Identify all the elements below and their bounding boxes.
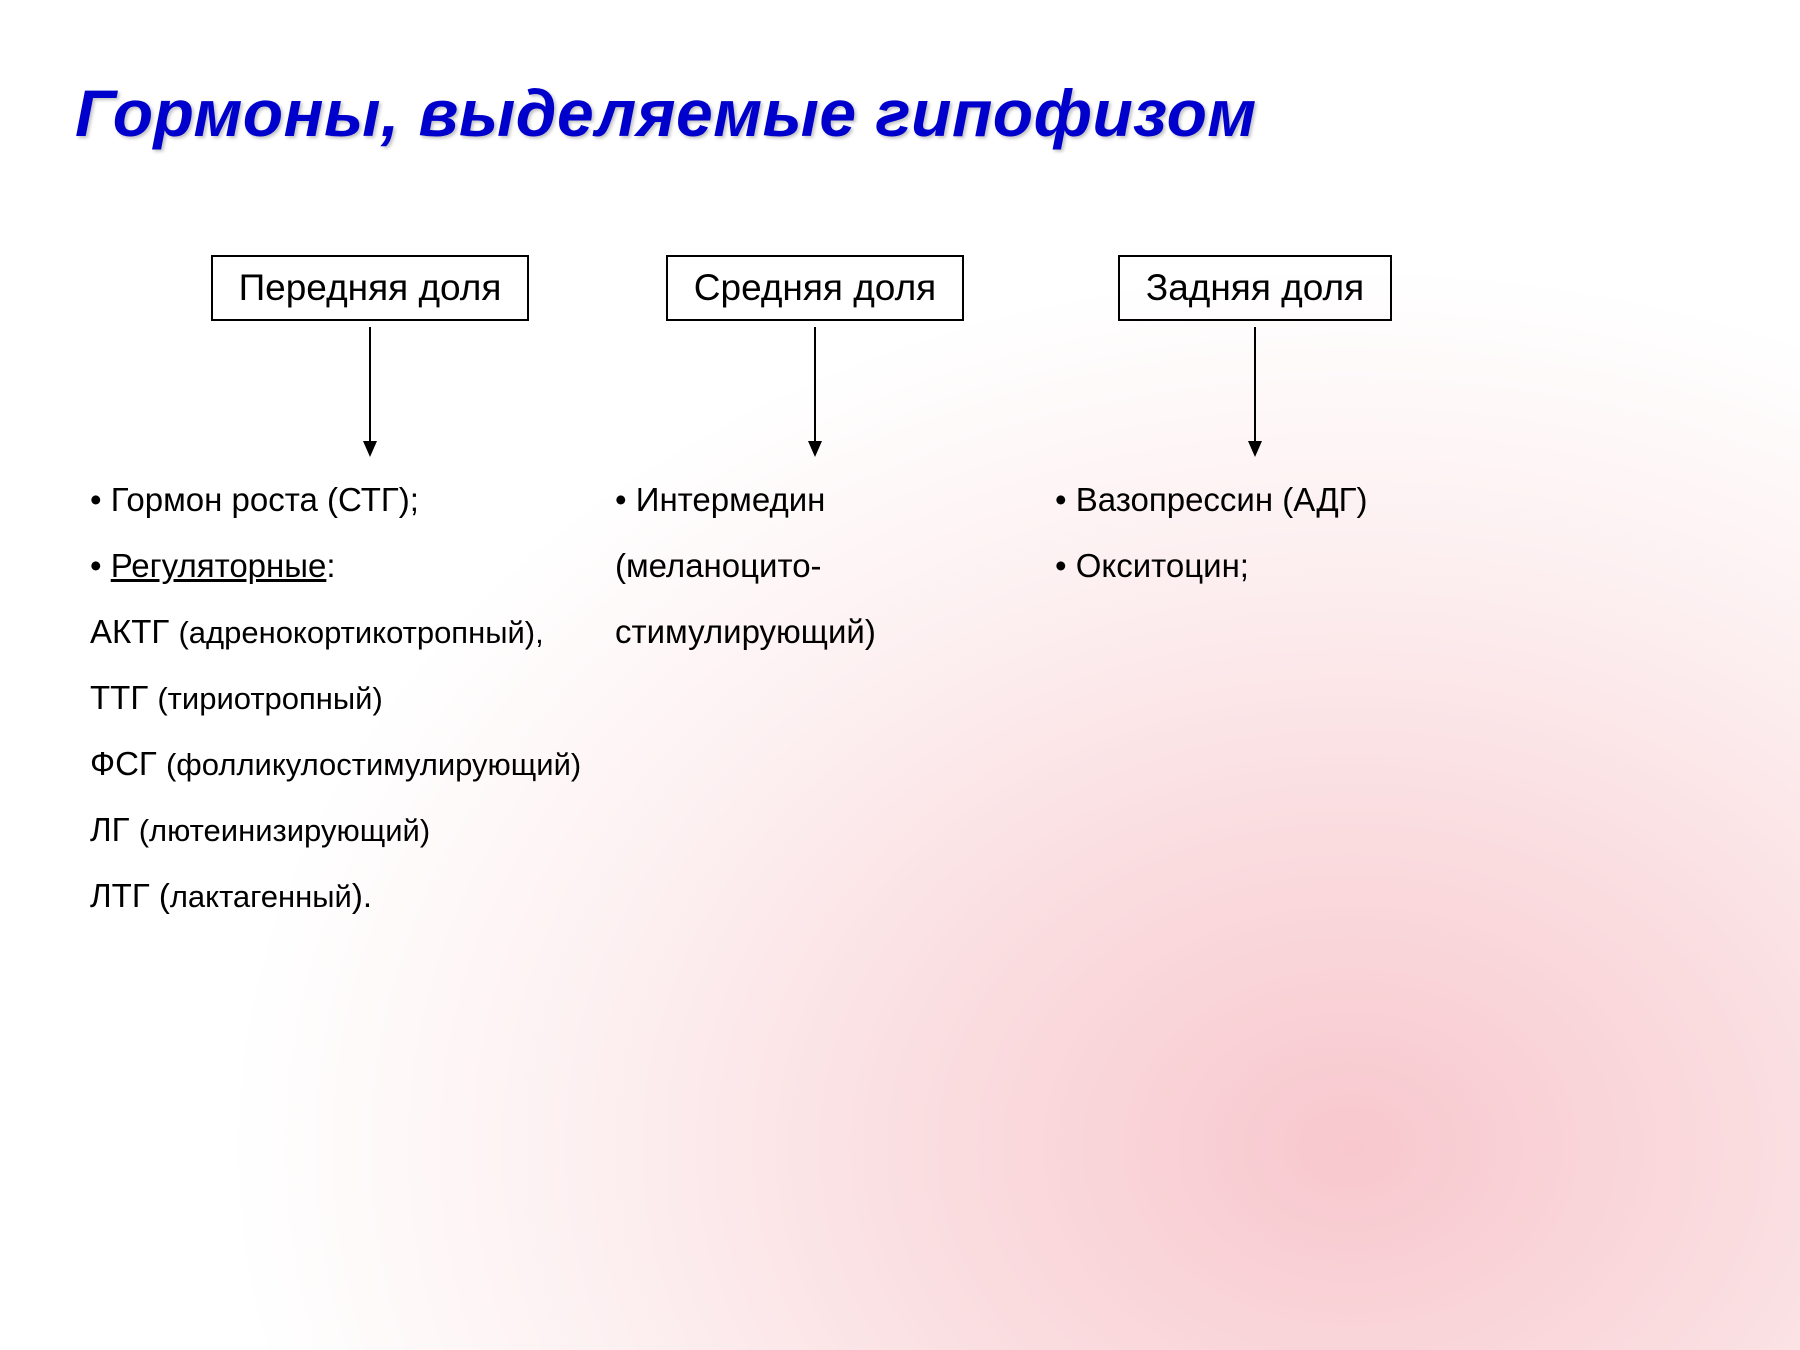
column-posterior: Задняя доля • Вазопрессин (АДГ) • Оксито… xyxy=(1055,255,1455,599)
list-item: ФСГ (фолликулостимулирующий) xyxy=(90,731,581,797)
list-item: • Гормон роста (СТГ); xyxy=(90,467,581,533)
list-anterior: • Гормон роста (СТГ); • Регуляторные: АК… xyxy=(90,467,581,929)
list-item: АКТГ (адренокортикотропный), xyxy=(90,599,581,665)
arrow-anterior xyxy=(360,327,380,457)
list-item: ТТГ (тириотропный) xyxy=(90,665,581,731)
arrow-down-icon xyxy=(805,327,825,457)
list-item: • Интермедин xyxy=(615,467,876,533)
column-label-posterior: Задняя доля xyxy=(1118,255,1392,321)
arrow-down-icon xyxy=(1245,327,1265,457)
list-item: • Вазопрессин (АДГ) xyxy=(1055,467,1368,533)
column-anterior: Передняя доля • Гормон роста (СТГ); • Ре… xyxy=(130,255,610,929)
list-item: • Регуляторные: xyxy=(90,533,581,599)
list-item: (меланоцито- xyxy=(615,533,876,599)
slide-title: Гормоны, выделяемые гипофизом xyxy=(75,75,1257,151)
arrow-down-icon xyxy=(360,327,380,457)
list-item: ЛГ (лютеинизирующий) xyxy=(90,797,581,863)
arrow-posterior xyxy=(1245,327,1265,457)
arrow-intermediate xyxy=(805,327,825,457)
list-item: • Окситоцин; xyxy=(1055,533,1368,599)
list-intermediate: • Интермедин (меланоцито- стимулирующий) xyxy=(615,467,876,665)
list-item: ЛТГ (лактагенный). xyxy=(90,863,581,929)
column-label-intermediate: Средняя доля xyxy=(666,255,964,321)
column-label-anterior: Передняя доля xyxy=(211,255,530,321)
list-item: стимулирующий) xyxy=(615,599,876,665)
column-intermediate: Средняя доля • Интермедин (меланоцито- с… xyxy=(625,255,1005,665)
list-posterior: • Вазопрессин (АДГ) • Окситоцин; xyxy=(1055,467,1368,599)
